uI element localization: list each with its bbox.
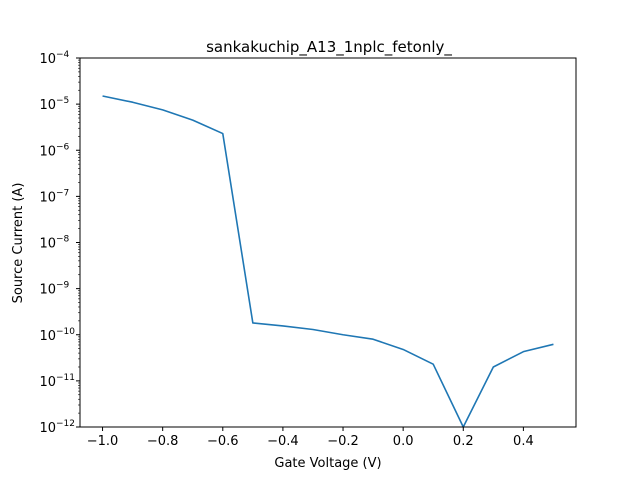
- x-tick-label: 0.2: [453, 434, 474, 449]
- x-tick-label: 0.0: [393, 434, 414, 449]
- y-tick-label: 10 −4: [39, 50, 69, 67]
- y-tick-label-base: 10: [39, 421, 56, 436]
- chart-title: sankakuchip_A13_1nplc_fetonly_: [206, 38, 452, 57]
- y-tick-label: 10 −5: [39, 96, 69, 113]
- y-tick-label-exponent: −7: [56, 188, 69, 198]
- y-tick-label: 10 −6: [39, 142, 69, 159]
- y-tick-label-exponent: −4: [56, 50, 70, 60]
- x-axis-title: Gate Voltage (V): [274, 456, 381, 471]
- x-tick-label: 0.4: [513, 434, 534, 449]
- y-tick-label-exponent: −6: [56, 142, 70, 152]
- y-tick-label-base: 10: [39, 375, 56, 390]
- y-tick-label-base: 10: [39, 237, 56, 252]
- y-tick-label-exponent: −11: [56, 373, 75, 383]
- x-tick-label: −0.6: [207, 434, 239, 449]
- y-tick-label-base: 10: [39, 329, 56, 344]
- y-tick-label: 10 −12: [39, 419, 75, 436]
- y-axis-title: Source Current (A): [11, 183, 26, 304]
- x-tick-label: −0.4: [267, 434, 299, 449]
- y-tick-label: 10 −9: [39, 281, 69, 298]
- x-tick-label: −0.8: [147, 434, 179, 449]
- y-tick-label: 10 −7: [39, 188, 69, 205]
- y-tick-label-exponent: −5: [56, 96, 69, 106]
- y-tick-label-exponent: −9: [56, 281, 70, 291]
- y-tick-label-base: 10: [39, 190, 56, 205]
- y-tick-label: 10 −8: [39, 235, 69, 252]
- y-tick-label-exponent: −10: [56, 327, 75, 337]
- y-tick-label-exponent: −12: [56, 419, 75, 429]
- x-tick-label: −1.0: [87, 434, 119, 449]
- series-line-0: [102, 95, 554, 428]
- plot-layer: [102, 95, 554, 428]
- y-tick-label-base: 10: [39, 144, 56, 159]
- y-tick-label: 10 −10: [39, 327, 75, 344]
- y-tick-label-base: 10: [39, 52, 56, 67]
- y-tick-label-base: 10: [39, 283, 56, 298]
- y-tick-label: 10 −11: [39, 373, 75, 390]
- y-tick-label-exponent: −8: [56, 235, 70, 245]
- x-tick-label: −0.2: [327, 434, 359, 449]
- y-tick-label-base: 10: [39, 98, 56, 113]
